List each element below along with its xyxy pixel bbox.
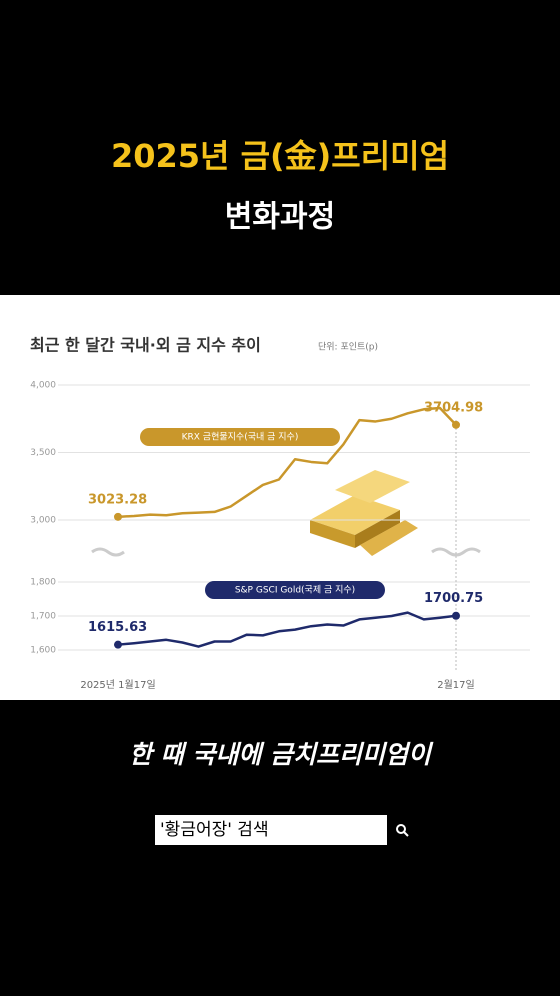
- search-query: '황금어장' 검색: [160, 820, 269, 840]
- gold-bar: [310, 495, 400, 535]
- gold-bar: [360, 520, 418, 556]
- break-left: [91, 547, 125, 557]
- search-icon[interactable]: [396, 824, 409, 837]
- x-tick-label: 2월17일: [437, 679, 475, 691]
- headline-sub: 변화과정: [225, 200, 335, 235]
- data-point: [452, 420, 460, 429]
- y-tick-label: 1,700: [30, 612, 56, 622]
- search-icon-handle: [403, 831, 409, 837]
- chart-panel: [0, 295, 560, 700]
- caption: 한 때 국내에 금치프리미엄이: [129, 740, 434, 769]
- legend-pill: [140, 428, 340, 446]
- legend-pill: [205, 581, 385, 599]
- legend-label: S&P GSCI Gold(국제 금 지수): [235, 585, 355, 596]
- search-icon-lens: [396, 824, 406, 834]
- break-right: [431, 547, 481, 557]
- headline: 2025년 금(金)프리미엄: [111, 137, 449, 175]
- search-box[interactable]: [155, 815, 387, 845]
- data-point: [452, 611, 460, 620]
- data-point: [114, 640, 122, 649]
- gold-bars: [310, 470, 418, 556]
- y-tick-label: 1,800: [30, 578, 56, 588]
- data-label: 1700.75: [424, 591, 483, 606]
- y-tick-label: 4,000: [30, 381, 56, 391]
- y-tick-label: 1,600: [30, 646, 56, 656]
- chart-title: 최근 한 달간 국내·외 금 지수 추이: [30, 336, 261, 355]
- data-label: 3704.98: [424, 400, 483, 415]
- data-label: 3023.28: [88, 492, 147, 507]
- chart-unit: 단위: 포인트(p): [318, 342, 378, 353]
- y-tick-label: 3,500: [30, 448, 56, 458]
- data-label: 1615.63: [88, 620, 147, 635]
- gold-bar: [335, 470, 410, 503]
- chart: 3,000 3,500 4,000 1,600 1,700 1,800 2025년 1월17…: [30, 381, 530, 691]
- series-line: [117, 611, 457, 648]
- data-point: [114, 512, 122, 521]
- series-line: [117, 406, 457, 519]
- axis-break: [91, 547, 481, 557]
- gold-bar: [310, 520, 355, 548]
- legend-label: KRX 금현물지수(국내 금 지수): [182, 432, 299, 443]
- x-tick-label: 2025년 1월17일: [80, 679, 155, 691]
- y-tick-label: 3,000: [30, 516, 56, 526]
